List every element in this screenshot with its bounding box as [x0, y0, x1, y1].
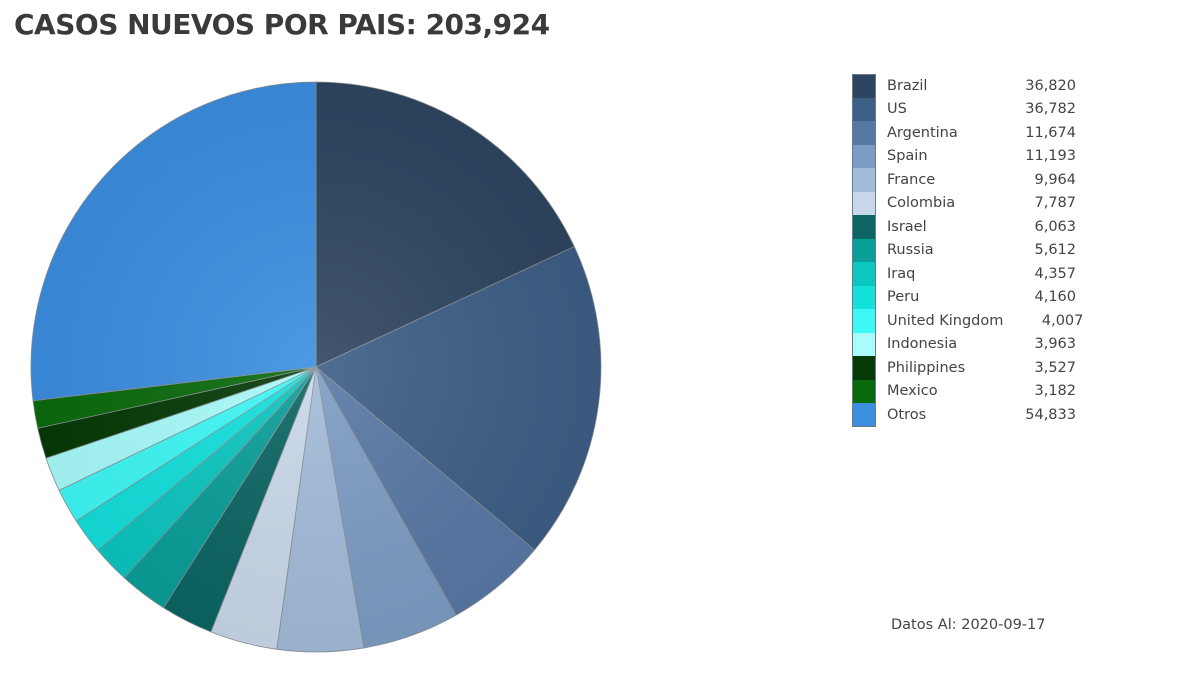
legend-swatch [852, 74, 876, 98]
legend-swatch [852, 309, 876, 333]
legend-swatch [852, 97, 876, 121]
pie-slice-otros[interactable] [30, 81, 317, 402]
legend-label: Argentina [887, 124, 958, 141]
legend-swatch [852, 191, 876, 215]
legend-value: 9,964 [1034, 171, 1076, 188]
data-date-value: 2020-09-17 [961, 617, 1046, 633]
legend-item-brazil[interactable]: Brazil 36,820 [852, 74, 1092, 98]
legend-value: 4,357 [1034, 265, 1076, 282]
legend-item-spain[interactable]: Spain 11,193 [852, 144, 1092, 168]
legend-swatch [852, 144, 876, 168]
legend-item-argentina[interactable]: Argentina 11,674 [852, 121, 1092, 145]
legend-item-france[interactable]: France 9,964 [852, 168, 1092, 192]
legend-swatch [852, 332, 876, 356]
legend-value: 3,527 [1034, 359, 1076, 376]
legend-swatch [852, 285, 876, 309]
legend-swatch [852, 168, 876, 192]
legend-item-peru[interactable]: Peru 4,160 [852, 285, 1092, 309]
legend-value: 3,963 [1034, 336, 1076, 353]
legend-value: 54,833 [1025, 406, 1076, 423]
legend-label: US [887, 101, 907, 118]
legend-swatch [852, 238, 876, 262]
pie-slices [30, 81, 602, 653]
legend-label: Mexico [887, 383, 938, 400]
legend-label: Peru [887, 289, 920, 306]
legend-value: 11,193 [1025, 148, 1076, 165]
legend-label: Philippines [887, 359, 966, 376]
legend-swatch [852, 403, 876, 427]
legend-label: Israel [887, 218, 927, 235]
legend-value: 7,787 [1034, 195, 1076, 212]
legend-value: 11,674 [1025, 124, 1076, 141]
legend-value: 36,782 [1025, 101, 1076, 118]
data-date-label: Datos Al: [891, 617, 957, 633]
legend-item-us[interactable]: US 36,782 [852, 97, 1092, 121]
legend-swatch [852, 215, 876, 239]
legend-value: 4,007 [1041, 312, 1084, 329]
legend-swatch [852, 356, 876, 380]
legend-value: 6,063 [1034, 218, 1076, 235]
legend-label: United Kingdom [887, 312, 1004, 329]
legend-value: 36,820 [1025, 77, 1076, 94]
legend: Brazil 36,820 US 36,782 Argentina 11,674 Spain… [852, 74, 1092, 427]
legend-label: Iraq [887, 265, 916, 282]
legend-item-philippines[interactable]: Philippines 3,527 [852, 356, 1092, 380]
data-date-note: Datos Al: 2020-09-17 [891, 617, 1046, 633]
legend-label: Otros [887, 406, 927, 423]
legend-label: Indonesia [887, 336, 958, 353]
legend-value: 5,612 [1034, 242, 1076, 259]
legend-item-united-kingdom[interactable]: United Kingdom 4,007 [852, 309, 1092, 333]
legend-item-mexico[interactable]: Mexico 3,182 [852, 379, 1092, 403]
legend-swatch [852, 262, 876, 286]
legend-item-colombia[interactable]: Colombia 7,787 [852, 191, 1092, 215]
legend-item-otros[interactable]: Otros 54,833 [852, 403, 1092, 427]
legend-label: Spain [887, 148, 928, 165]
legend-item-iraq[interactable]: Iraq 4,357 [852, 262, 1092, 286]
chart-title: CASOS NUEVOS POR PAIS: 203,924 [14, 8, 550, 41]
legend-item-israel[interactable]: Israel 6,063 [852, 215, 1092, 239]
legend-label: Russia [887, 242, 934, 259]
legend-label: Colombia [887, 195, 956, 212]
legend-item-indonesia[interactable]: Indonesia 3,963 [852, 332, 1092, 356]
legend-item-russia[interactable]: Russia 5,612 [852, 238, 1092, 262]
legend-swatch [852, 121, 876, 145]
legend-swatch [852, 379, 876, 403]
legend-label: Brazil [887, 77, 928, 94]
legend-value: 3,182 [1034, 383, 1076, 400]
legend-value: 4,160 [1034, 289, 1076, 306]
legend-label: France [887, 171, 936, 188]
